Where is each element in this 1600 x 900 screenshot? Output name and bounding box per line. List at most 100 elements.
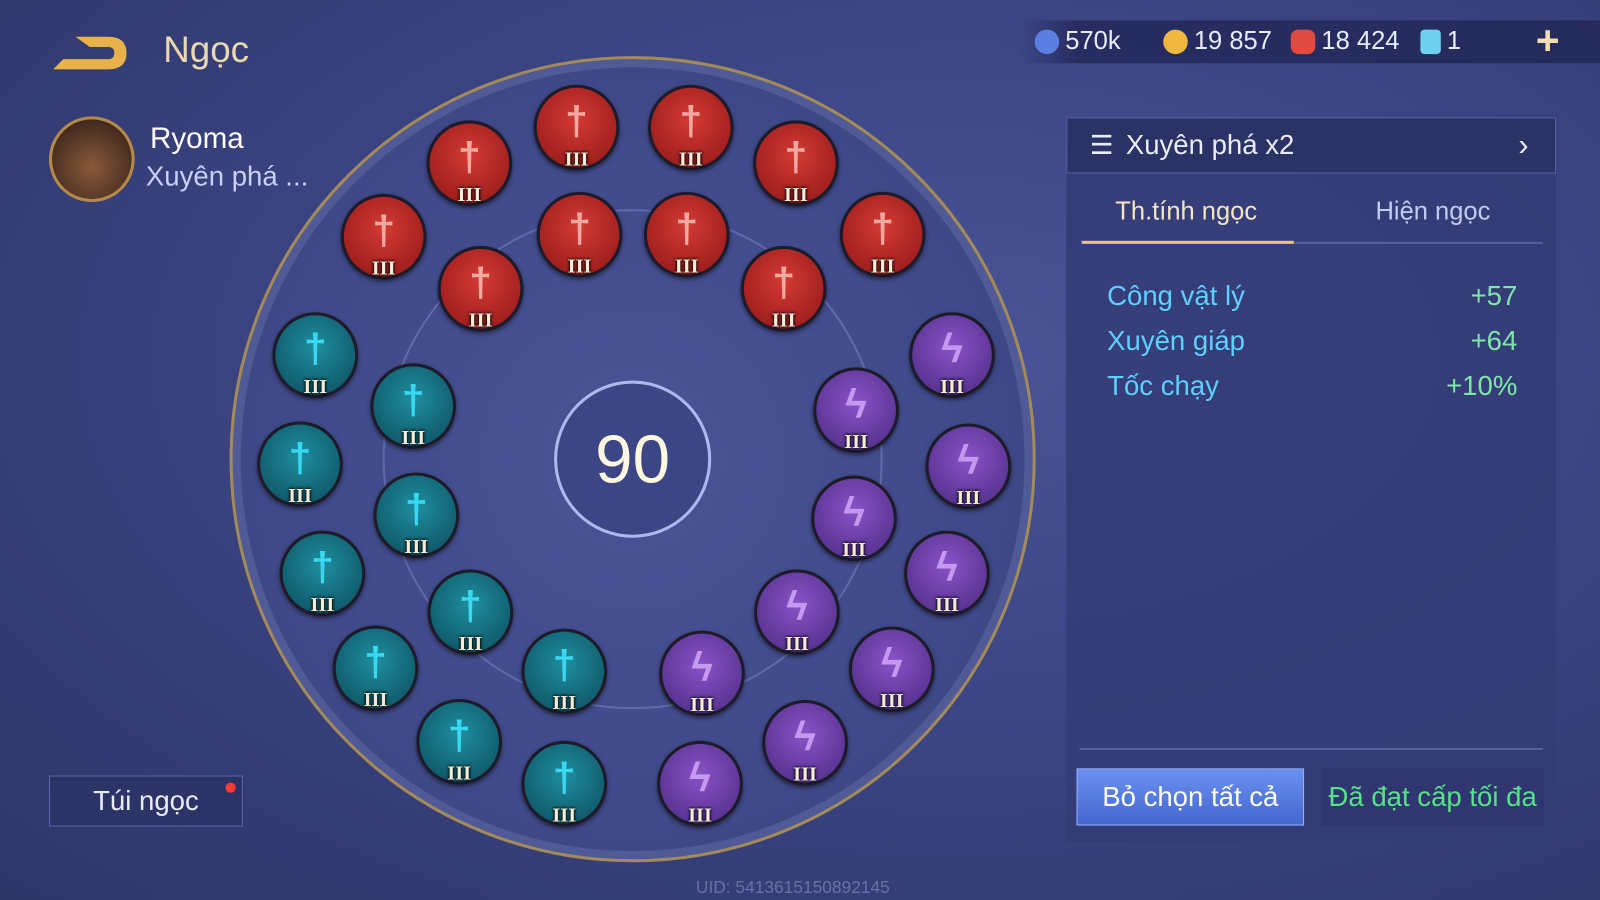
sword-icon: †: [568, 205, 591, 251]
resource-voucher: 1: [1420, 27, 1461, 57]
sword-icon: †: [288, 435, 312, 481]
voucher-icon: [1420, 29, 1441, 54]
notification-dot: [225, 782, 236, 793]
sword-icon: †: [447, 712, 471, 758]
gem-slot-teal[interactable]: † III: [332, 625, 419, 712]
gem-level: III: [870, 255, 895, 278]
back-button[interactable]: [49, 29, 131, 74]
active-tab-indicator: [1081, 240, 1294, 244]
gem-slot-teal[interactable]: † III: [257, 421, 343, 508]
sword-icon: †: [459, 583, 482, 629]
gem-slot-teal[interactable]: † III: [279, 530, 366, 617]
list-icon: ☰: [1089, 129, 1114, 161]
gem-slot-teal[interactable]: † III: [370, 363, 457, 449]
divider: [1079, 747, 1543, 750]
gem-level: III: [688, 804, 712, 827]
page-title: Ngọc: [163, 28, 250, 71]
gem-slot-purple[interactable]: ϟ III: [811, 475, 897, 562]
gem-level: III: [674, 255, 699, 278]
gem-level: III: [785, 632, 809, 656]
gem-slot-purple[interactable]: ϟ III: [754, 569, 840, 656]
gem-level: III: [303, 375, 328, 398]
stat-row: Công vật lý +57: [1107, 280, 1518, 312]
gem-slot-teal[interactable]: † III: [521, 740, 608, 827]
gem-level: III: [935, 593, 959, 617]
gem-level: III: [690, 693, 714, 717]
gem-slot-red[interactable]: † III: [536, 191, 623, 278]
gem-slot-purple[interactable]: ϟ III: [659, 630, 745, 717]
max-level-status: Đã đạt cấp tối đa: [1321, 768, 1544, 826]
gem-level: III: [879, 689, 904, 713]
hero-name: Ryoma: [149, 122, 244, 156]
gem-level: III: [842, 538, 866, 562]
sword-icon: †: [772, 259, 796, 305]
gem-level: III: [564, 147, 589, 171]
lightning-icon: ϟ: [957, 437, 980, 483]
gem-slot-purple[interactable]: ϟ III: [762, 699, 848, 786]
gem-level-total: 90: [554, 380, 712, 538]
lightning-icon: ϟ: [843, 489, 865, 535]
gem-level: III: [552, 691, 577, 715]
gem-slot-teal[interactable]: † III: [373, 472, 460, 559]
gem-slot-red[interactable]: † III: [647, 84, 734, 171]
sword-icon: †: [565, 98, 588, 144]
gem-slot-purple[interactable]: ϟ III: [848, 626, 935, 713]
gem-slot-red[interactable]: † III: [437, 245, 524, 332]
gem-slot-red[interactable]: † III: [533, 84, 620, 171]
gem-level: III: [404, 535, 429, 559]
gem-slot-purple[interactable]: ϟ III: [909, 312, 995, 398]
gem-slot-red[interactable]: † III: [426, 120, 513, 207]
gem-slot-red[interactable]: † III: [839, 191, 926, 278]
hero-set: Xuyên phá ...: [145, 161, 309, 192]
gem-slot-red[interactable]: † III: [740, 245, 827, 332]
gem-slot-purple[interactable]: ϟ III: [813, 367, 899, 454]
gold-coin-icon: [1163, 29, 1188, 54]
gem-level: III: [458, 632, 483, 656]
gem-level: III: [447, 762, 472, 785]
sword-icon: †: [364, 639, 387, 685]
gem-level: III: [457, 183, 482, 207]
gem-slot-teal[interactable]: † III: [427, 569, 514, 656]
hero-avatar[interactable]: [48, 116, 135, 203]
gem-slot-purple[interactable]: ϟ III: [925, 423, 1012, 510]
deselect-all-button[interactable]: Bỏ chọn tất cả: [1076, 768, 1305, 826]
gem-slot-red[interactable]: † III: [643, 191, 730, 278]
gem-slot-teal[interactable]: † III: [416, 698, 503, 785]
tab-divider: [1293, 241, 1543, 244]
gem-slot-teal[interactable]: † III: [521, 628, 608, 715]
gem-level: III: [288, 484, 312, 508]
gem-level: III: [793, 763, 818, 786]
gem-set-selector[interactable]: ☰ Xuyên phá x2 ›: [1066, 117, 1557, 174]
sword-icon: †: [784, 134, 808, 180]
gem-bag-button[interactable]: Túi ngọc: [48, 775, 243, 827]
sword-icon: †: [871, 205, 894, 251]
sword-icon: †: [404, 486, 428, 532]
sword-icon: †: [303, 326, 327, 371]
uid-text: UID: 5413615150892145: [695, 877, 890, 897]
gem-slot-purple[interactable]: ϟ III: [657, 740, 743, 827]
lightning-icon: ϟ: [786, 583, 808, 629]
blue-coin-icon: [1034, 29, 1060, 54]
gem-slot-teal[interactable]: † III: [272, 312, 359, 398]
plus-icon[interactable]: +: [1535, 18, 1560, 64]
gem-level: III: [940, 375, 964, 398]
gem-slot-red[interactable]: † III: [753, 120, 839, 207]
gem-level: III: [844, 430, 869, 454]
lightning-icon: ϟ: [881, 640, 903, 686]
stat-row: Tốc chạy +10%: [1107, 370, 1518, 402]
sword-icon: †: [469, 259, 492, 305]
back-arrow-icon: [53, 36, 127, 70]
tab-gem-stats[interactable]: Th.tính ngọc: [1115, 196, 1258, 226]
gem-slot-red[interactable]: † III: [340, 193, 427, 280]
stats-panel: [1066, 117, 1557, 842]
sword-icon: †: [552, 642, 576, 688]
tab-show-gems[interactable]: Hiện ngọc: [1375, 196, 1491, 226]
red-gem-icon: [1290, 29, 1316, 54]
resource-blue-coin: 570k: [1034, 27, 1121, 57]
gem-level: III: [552, 804, 577, 827]
lightning-icon: ϟ: [941, 326, 963, 371]
gem-level: III: [771, 309, 796, 332]
lightning-icon: ϟ: [794, 713, 816, 759]
gem-slot-purple[interactable]: ϟ III: [904, 530, 990, 617]
gem-board-inner-ring: [382, 209, 883, 710]
